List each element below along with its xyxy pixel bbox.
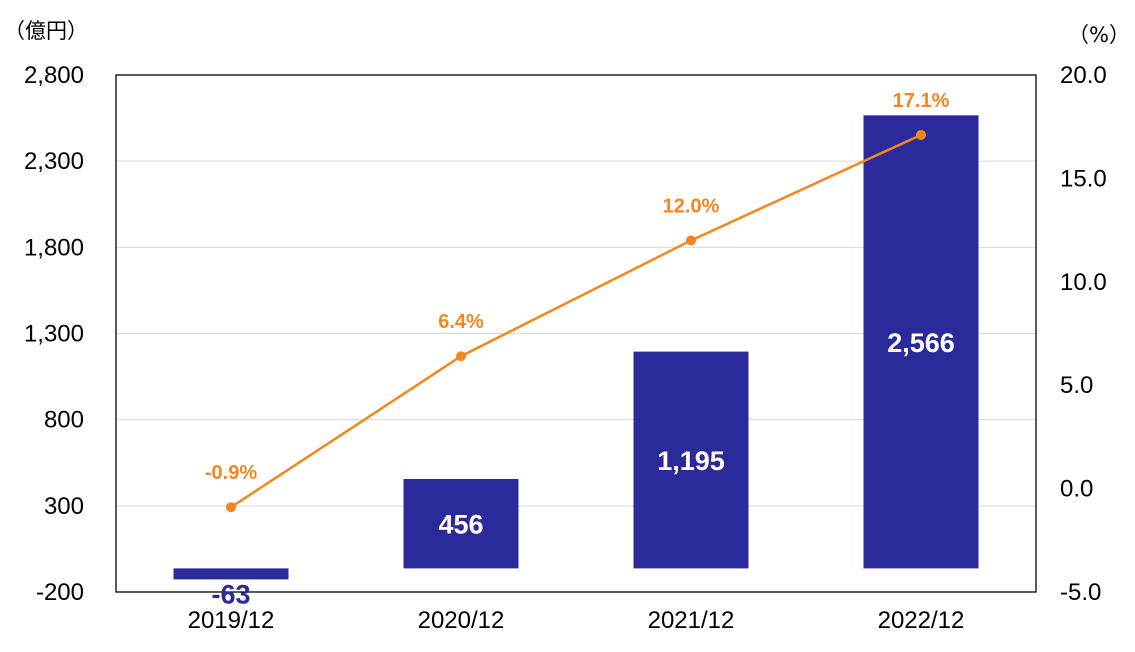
right-axis-ticks: 20.0 15.0 10.0 5.0 0.0 -5.0 [1060,62,1107,606]
left-tick-label: 1,800 [24,234,84,261]
plot-area-frame [115,74,1037,593]
bar-data-label: 2,566 [887,328,955,358]
bar-data-label: 456 [438,510,483,540]
bar-data-label: 1,195 [657,446,725,476]
right-tick-label: -5.0 [1060,579,1101,606]
line-data-label: 17.1% [893,90,950,112]
left-tick-label: -200 [36,579,84,606]
left-tick-label: 800 [44,407,84,434]
bar [633,351,749,569]
line-data-label: 6.4% [438,311,484,333]
line-data-label: -0.9% [205,462,257,484]
bar [173,568,289,580]
bar [403,478,519,569]
left-tick-label: 2,800 [24,62,84,89]
line-point [686,235,696,246]
x-tick-label: 2019/12 [188,607,275,634]
line-path [230,133,922,509]
line-point [456,351,466,362]
bar [863,115,979,569]
left-tick-label: 300 [44,493,84,520]
left-axis-ticks: 2,800 2,300 1,800 1,300 800 300 -200 [24,62,84,606]
left-axis-unit: （億円） [4,19,88,43]
left-tick-label: 2,300 [24,148,84,175]
right-tick-label: 5.0 [1060,372,1093,399]
x-tick-label: 2021/12 [648,607,735,634]
x-axis-ticks: 2019/12 2020/12 2021/12 2022/12 [188,607,965,634]
right-tick-label: 0.0 [1060,476,1093,503]
bar-data-label: -63 [211,579,250,609]
line-point [226,502,236,513]
bar-series: -63 456 1,195 2,566 [173,115,979,609]
right-tick-label: 15.0 [1060,165,1107,192]
left-tick-label: 1,300 [24,321,84,348]
x-tick-label: 2022/12 [878,607,965,634]
right-tick-label: 10.0 [1060,269,1107,296]
right-axis-unit: （%） [1068,23,1130,47]
line-point [916,129,926,140]
line-data-label: 12.0% [663,195,720,217]
line-series: -0.9% 6.4% 12.0% 17.1% [205,90,950,513]
right-tick-label: 20.0 [1060,62,1107,89]
x-tick-label: 2020/12 [418,607,505,634]
